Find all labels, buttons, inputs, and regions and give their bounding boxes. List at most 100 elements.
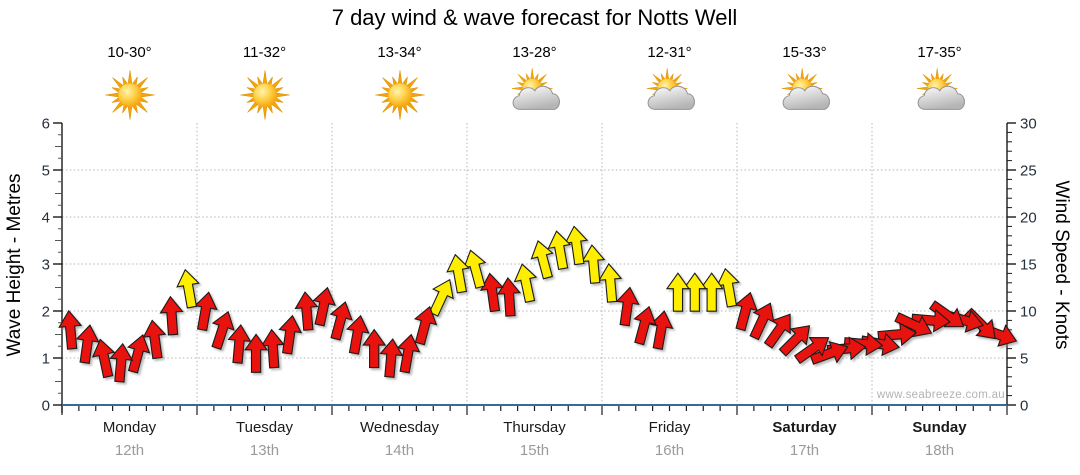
sunny-icon <box>237 67 293 123</box>
weather-icon-canvas <box>781 68 830 110</box>
right-axis-tick-label: 30 <box>1020 116 1037 133</box>
x-axis-day-date: 16th <box>654 442 685 459</box>
left-axis-tick-label: 5 <box>42 163 50 180</box>
wind-arrow <box>598 262 623 303</box>
x-axis-day-date: 14th <box>384 442 415 459</box>
wind-arrow <box>682 272 707 312</box>
wind-arrow <box>699 272 724 312</box>
wind-arrow <box>928 300 965 328</box>
temperature-range-label: 13-28° <box>512 44 557 61</box>
sunny-icon <box>372 67 428 123</box>
partly-cloudy-icon <box>777 67 833 123</box>
partly-cloudy-icon <box>642 67 698 123</box>
wind-arrow <box>793 337 830 365</box>
x-axis-day-name: Tuesday <box>236 419 293 436</box>
wind-arrow <box>312 286 336 327</box>
wind-arrow <box>413 305 438 346</box>
wind-arrow <box>379 338 404 378</box>
weather-icon-canvas <box>374 70 425 120</box>
wind-arrow <box>176 268 200 309</box>
wind-arrow <box>446 253 470 294</box>
weather-icon-canvas <box>916 68 965 110</box>
wind-arrow <box>530 240 554 280</box>
wind-arrow <box>243 333 269 373</box>
partly-cloudy-icon <box>507 67 563 123</box>
left-axis-tick-label: 0 <box>42 398 50 415</box>
right-axis-tick-label: 5 <box>1020 351 1028 368</box>
right-axis-title: Wind Speed - Knots <box>1051 180 1072 350</box>
x-axis-day-date: 17th <box>789 442 820 459</box>
cloud-shape <box>512 85 560 110</box>
wind-arrow <box>633 305 657 346</box>
wind-arrow <box>211 310 235 350</box>
wind-arrow <box>362 328 387 369</box>
weather-icon-canvas <box>646 68 695 110</box>
sun-disc <box>117 83 142 107</box>
temperature-range-label: 12-31° <box>647 44 692 61</box>
wind-arrow <box>809 340 849 365</box>
left-axis-title: Wave Height - Metres <box>4 173 25 357</box>
wind-arrow <box>329 301 353 341</box>
right-axis-tick-label: 15 <box>1020 257 1037 274</box>
wind-arrow <box>749 302 775 341</box>
wind-arrow <box>227 324 252 364</box>
wind-arrow <box>665 272 691 312</box>
wind-arrow <box>58 309 83 350</box>
wind-arrow <box>428 278 454 317</box>
cloud-shape <box>647 85 695 110</box>
right-axis-tick-label: 0 <box>1020 398 1028 415</box>
x-axis-day-date: 13th <box>249 442 280 459</box>
wind-arrow <box>159 295 184 336</box>
wind-arrow <box>479 272 504 313</box>
weather-icon-canvas <box>104 70 155 120</box>
wind-arrow <box>649 310 674 350</box>
wind-arrow <box>513 263 538 303</box>
temperature-range-label: 10-30° <box>107 44 152 61</box>
wind-arrow <box>345 314 370 355</box>
weather-icon-canvas <box>239 70 290 120</box>
wind-arrows-layer <box>58 225 1018 383</box>
temperature-range-label: 13-34° <box>377 44 422 61</box>
left-axis-tick-label: 3 <box>42 257 50 274</box>
x-axis-day-name: Thursday <box>503 419 566 436</box>
x-axis-day-name: Friday <box>648 419 691 436</box>
cloud-shape <box>917 85 965 110</box>
wind-arrow <box>127 334 151 374</box>
x-axis-day-date: 18th <box>924 442 955 459</box>
temperature-range-label: 11-32° <box>242 44 287 61</box>
left-axis-tick-label: 2 <box>42 304 50 321</box>
wind-arrow <box>778 325 811 357</box>
x-axis-day-date: 15th <box>519 442 550 459</box>
temperature-range-label: 15-33° <box>782 44 827 61</box>
x-axis-day-name: Sunday <box>912 419 967 436</box>
sun-disc <box>387 83 412 107</box>
wind-arrow <box>496 276 522 317</box>
weather-icon-canvas <box>511 68 560 110</box>
watermark-text: www.seabreeze.com.au <box>876 389 1005 401</box>
wind-arrow <box>75 324 100 364</box>
right-axis-tick-label: 20 <box>1020 210 1037 227</box>
sun-disc <box>252 83 277 107</box>
left-axis-tick-label: 6 <box>42 116 50 133</box>
x-axis-day-date: 12th <box>114 442 145 459</box>
wind-arrow <box>109 342 134 383</box>
page-title: 7 day wind & wave forecast for Notts Wel… <box>331 5 738 30</box>
cloud-shape <box>782 85 830 110</box>
wind-arrow <box>294 291 319 331</box>
wind-arrow <box>91 338 116 379</box>
left-axis-tick-label: 4 <box>42 210 50 227</box>
right-axis-tick-label: 10 <box>1020 304 1037 321</box>
partly-cloudy-icon <box>912 67 968 123</box>
wind-arrow <box>142 319 167 360</box>
temperature-range-label: 17-35° <box>917 44 962 61</box>
sunny-icon <box>102 67 158 123</box>
wind-arrow <box>278 314 303 355</box>
left-axis-tick-label: 1 <box>42 351 50 368</box>
x-axis-day-name: Monday <box>102 419 157 436</box>
x-axis-day-name: Wednesday <box>360 419 439 436</box>
wind-arrow <box>547 230 572 271</box>
x-axis-day-name: Saturday <box>772 419 837 436</box>
wind-arrow <box>843 332 884 357</box>
